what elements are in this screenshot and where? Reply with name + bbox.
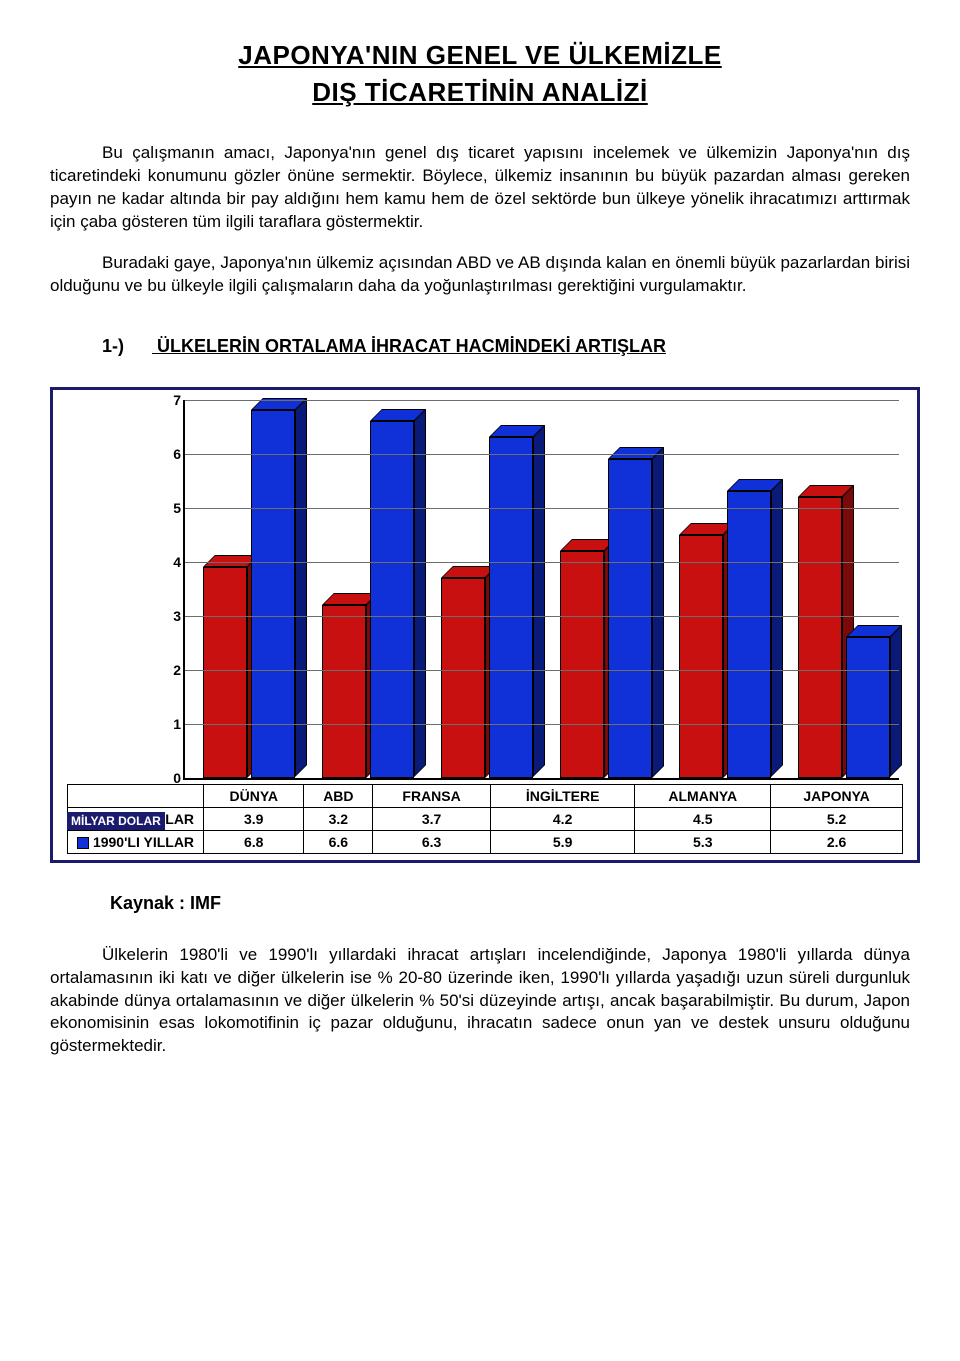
chart-frame: 01234567 MİLYAR DOLAR DÜNYAABDFRANSAİNGİ… bbox=[50, 387, 920, 863]
table-column-header: FRANSA bbox=[373, 784, 491, 807]
chart-category bbox=[780, 400, 899, 778]
section-1-number: 1-) bbox=[102, 336, 152, 357]
table-column-header: ALMANYA bbox=[635, 784, 771, 807]
table-cell: 3.2 bbox=[304, 807, 373, 830]
table-column-header: DÜNYA bbox=[204, 784, 304, 807]
chart-category bbox=[185, 400, 304, 778]
table-row: 1990'LI YILLAR 6.86.66.35.95.32.6 bbox=[68, 830, 903, 853]
y-tick-label: 0 bbox=[161, 770, 181, 786]
table-column-header: ABD bbox=[304, 784, 373, 807]
table-cell: 4.2 bbox=[490, 807, 634, 830]
table-cell: 4.5 bbox=[635, 807, 771, 830]
legend-label: 1990'LI YILLAR bbox=[93, 834, 194, 850]
table-cell: 5.2 bbox=[771, 807, 903, 830]
chart-plot-area: 01234567 bbox=[183, 400, 899, 780]
table-cell: 3.9 bbox=[204, 807, 304, 830]
y-tick-label: 3 bbox=[161, 608, 181, 624]
intro-paragraph-1: Bu çalışmanın amacı, Japonya'nın genel d… bbox=[50, 142, 910, 234]
table-cell: 6.8 bbox=[204, 830, 304, 853]
analysis-paragraph: Ülkelerin 1980'li ve 1990'lı yıllardaki … bbox=[50, 944, 910, 1059]
table-cell: 5.3 bbox=[635, 830, 771, 853]
chart-bars bbox=[185, 400, 899, 778]
gridline bbox=[185, 508, 899, 509]
table-column-header: İNGİLTERE bbox=[490, 784, 634, 807]
table-column-header: JAPONYA bbox=[771, 784, 903, 807]
legend-swatch bbox=[77, 837, 89, 849]
y-tick-label: 1 bbox=[161, 716, 181, 732]
gridline bbox=[185, 616, 899, 617]
page-title-line2: DIŞ TİCARETİNİN ANALİZİ bbox=[50, 77, 910, 108]
table-cell: 3.7 bbox=[373, 807, 491, 830]
gridline bbox=[185, 670, 899, 671]
section-1-title: ÜLKELERİN ORTALAMA İHRACAT HACMİNDEKİ AR… bbox=[157, 336, 666, 356]
chart-source: Kaynak : IMF bbox=[110, 893, 910, 914]
section-1-heading: 1-) ÜLKELERİN ORTALAMA İHRACAT HACMİNDEK… bbox=[50, 336, 910, 357]
table-corner-cell bbox=[68, 784, 204, 807]
gridline bbox=[185, 724, 899, 725]
page-title-line1: JAPONYA'NIN GENEL VE ÜLKEMİZLE bbox=[50, 40, 910, 71]
intro-paragraph-2: Buradaki gaye, Japonya'nın ülkemiz açısı… bbox=[50, 252, 910, 298]
table-body: 1980'Lİ YILLAR3.93.23.74.24.55.21990'LI … bbox=[68, 807, 903, 853]
y-tick-label: 6 bbox=[161, 446, 181, 462]
y-tick-label: 5 bbox=[161, 500, 181, 516]
table-header-row: DÜNYAABDFRANSAİNGİLTEREALMANYAJAPONYA bbox=[68, 784, 903, 807]
chart-unit-label: MİLYAR DOLAR bbox=[67, 812, 165, 830]
y-tick-label: 4 bbox=[161, 554, 181, 570]
legend-cell: 1990'LI YILLAR bbox=[68, 830, 204, 853]
table-cell: 2.6 bbox=[771, 830, 903, 853]
gridline bbox=[185, 400, 899, 401]
y-tick-label: 7 bbox=[161, 392, 181, 408]
chart-data-table: DÜNYAABDFRANSAİNGİLTEREALMANYAJAPONYA 19… bbox=[67, 784, 903, 854]
y-tick-label: 2 bbox=[161, 662, 181, 678]
table-cell: 6.3 bbox=[373, 830, 491, 853]
chart-category bbox=[304, 400, 423, 778]
chart-category bbox=[423, 400, 542, 778]
table-cell: 6.6 bbox=[304, 830, 373, 853]
gridline bbox=[185, 562, 899, 563]
chart-category bbox=[542, 400, 661, 778]
table-cell: 5.9 bbox=[490, 830, 634, 853]
gridline bbox=[185, 454, 899, 455]
table-row: 1980'Lİ YILLAR3.93.23.74.24.55.2 bbox=[68, 807, 903, 830]
chart-category bbox=[661, 400, 780, 778]
